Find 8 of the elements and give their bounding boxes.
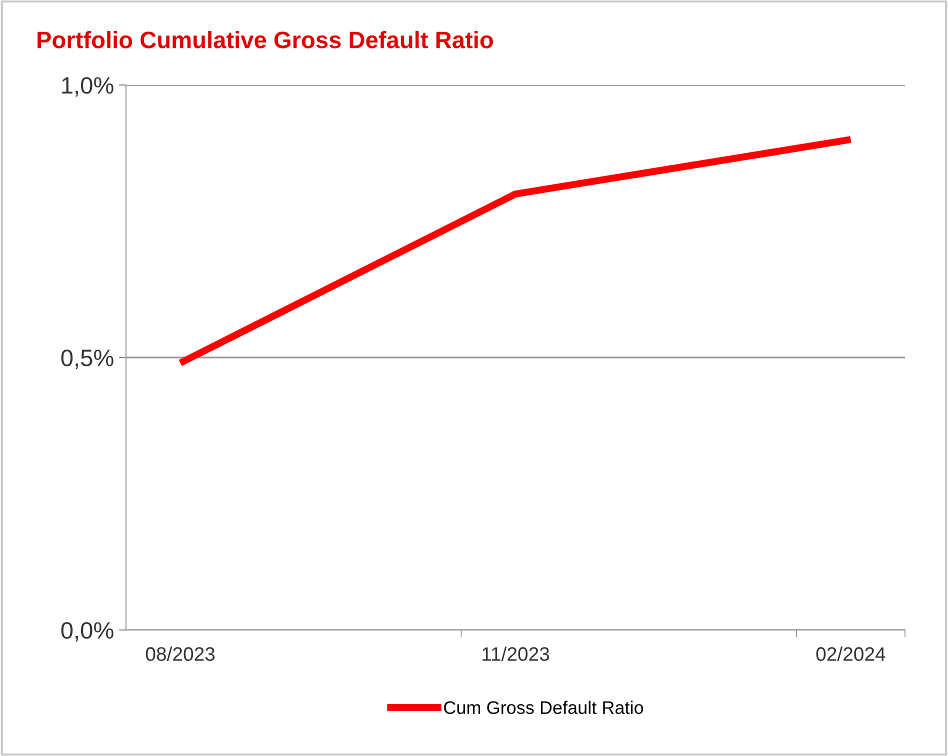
y-tick-label: 1,0% <box>62 77 114 97</box>
chart-title: Portfolio Cumulative Gross Default Ratio <box>38 30 493 48</box>
x-tick-label: 11/2023 <box>482 646 550 661</box>
x-tick-label: 02/2024 <box>816 646 886 661</box>
x-tick-label: 08/2023 <box>146 646 215 661</box>
y-tick-label: 0,0% <box>61 622 114 642</box>
y-tick-label: 0,5% <box>61 350 114 370</box>
legend-label: Cum Gross Default Ratio <box>444 700 644 714</box>
